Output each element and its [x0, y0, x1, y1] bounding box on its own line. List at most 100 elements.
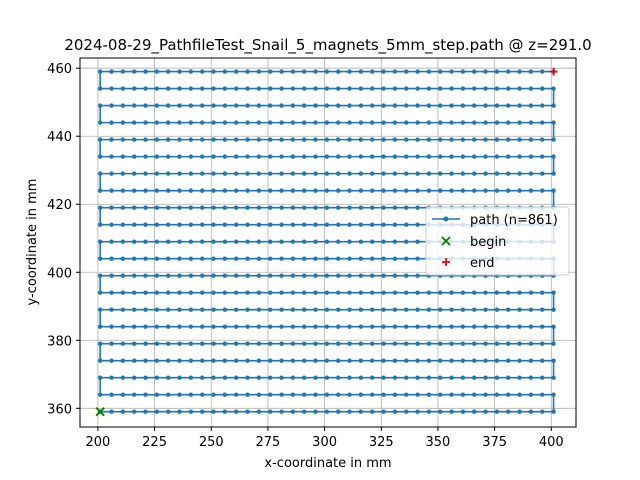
path-point [267, 205, 273, 210]
path-point [97, 375, 103, 380]
path-point [222, 69, 228, 74]
path-point [517, 86, 522, 91]
path-point [494, 137, 500, 142]
path-point [177, 290, 182, 295]
path-point [165, 375, 171, 380]
path-point [415, 69, 420, 74]
path-point [233, 188, 239, 193]
path-point [347, 239, 352, 244]
path-point [165, 205, 171, 210]
path-point [517, 69, 522, 74]
path-point [233, 273, 239, 278]
path-point [211, 290, 216, 295]
path-point [392, 341, 398, 346]
path-point [233, 69, 239, 74]
path-point [245, 188, 250, 193]
path-point [506, 120, 511, 125]
path-point [426, 69, 432, 74]
path-point [154, 103, 160, 108]
path-point [528, 392, 534, 397]
path-point [370, 324, 375, 329]
path-point [460, 341, 466, 346]
path-point [324, 137, 330, 142]
path-point [120, 222, 126, 227]
path-point [211, 69, 216, 74]
path-point [222, 120, 228, 125]
path-point [154, 256, 160, 261]
path-point [517, 120, 522, 125]
path-point [188, 375, 194, 380]
path-point [404, 137, 409, 142]
path-point [245, 120, 250, 125]
path-point [267, 290, 273, 295]
path-point [540, 307, 545, 312]
path-point [177, 205, 182, 210]
path-point [97, 137, 103, 142]
path-point [222, 171, 228, 176]
path-point [392, 290, 398, 295]
path-point [143, 375, 148, 380]
path-point [256, 137, 262, 142]
path-point [267, 188, 273, 193]
path-point [381, 69, 386, 74]
path-point [460, 307, 466, 312]
path-point [483, 290, 488, 295]
path-point [199, 205, 205, 210]
path-point [165, 324, 171, 329]
path-point [211, 154, 216, 159]
path-point [279, 273, 284, 278]
path-point [449, 69, 454, 74]
path-point [188, 239, 194, 244]
path-point [472, 103, 477, 108]
path-point [404, 154, 409, 159]
path-point [290, 120, 296, 125]
path-point [199, 154, 205, 159]
path-point [336, 239, 341, 244]
path-point [438, 290, 443, 295]
path-point [404, 69, 409, 74]
path-point [222, 409, 228, 414]
path-point [97, 239, 103, 244]
path-point [154, 239, 160, 244]
path-point [97, 120, 103, 125]
path-point [290, 222, 296, 227]
path-point [528, 86, 534, 91]
path-point [336, 341, 341, 346]
path-point [233, 120, 239, 125]
path-point [392, 324, 398, 329]
path-point [517, 392, 522, 397]
legend-begin-marker [441, 236, 451, 246]
path-point [438, 86, 443, 91]
path-point [199, 409, 205, 414]
path-point [551, 392, 556, 397]
path-point [551, 171, 556, 176]
path-point [426, 375, 432, 380]
path-point [392, 205, 398, 210]
path-point [165, 256, 171, 261]
path-point [336, 86, 341, 91]
path-point [120, 290, 126, 295]
path-point [131, 375, 137, 380]
path-point [177, 222, 182, 227]
path-point [347, 171, 352, 176]
path-point [336, 392, 341, 397]
path-point [199, 137, 205, 142]
path-point [483, 137, 488, 142]
path-point [109, 409, 114, 414]
path-point [324, 409, 330, 414]
path-point [324, 171, 330, 176]
path-point [426, 120, 432, 125]
path-point [506, 171, 511, 176]
path-point [290, 358, 296, 363]
path-point [506, 341, 511, 346]
path-point [245, 273, 250, 278]
path-point [540, 341, 545, 346]
path-point [324, 375, 330, 380]
path-point [131, 69, 137, 74]
path-point [211, 86, 216, 91]
path-point [290, 239, 296, 244]
path-point [551, 154, 556, 159]
path-point [528, 188, 534, 193]
path-point [97, 307, 103, 312]
path-point [177, 307, 182, 312]
